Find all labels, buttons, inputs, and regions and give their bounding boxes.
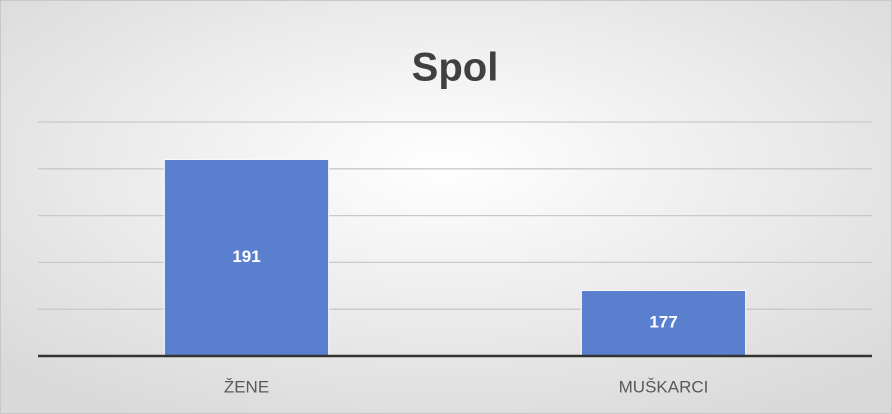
data-label: 177 [649,313,677,332]
x-tick-label: ŽENE [224,377,269,396]
data-label: 191 [232,247,260,266]
bar [580,289,747,357]
chart-title: Spol [412,46,499,90]
x-tick-label: MUŠKARCI [619,377,709,396]
bar [163,158,330,357]
